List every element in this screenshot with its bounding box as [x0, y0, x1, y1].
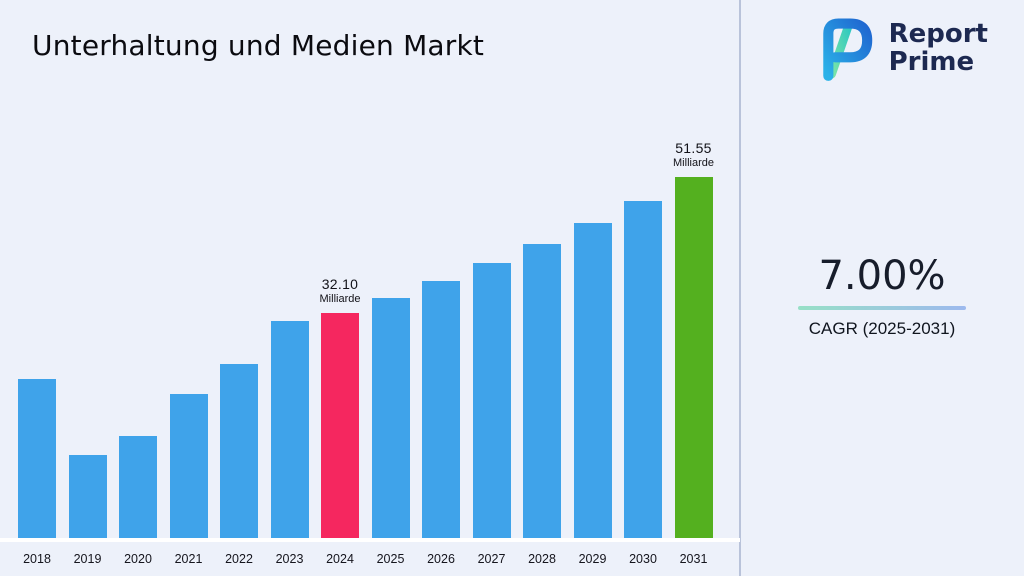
- annotation-unit-2024: Milliarde: [319, 293, 361, 305]
- x-axis-label-2020: 2020: [124, 552, 152, 566]
- x-axis-label-2029: 2029: [578, 552, 607, 566]
- x-axis-label-2021: 2021: [174, 552, 203, 566]
- bar-column-2024: 32.10 Milliarde: [320, 276, 360, 538]
- cagr-value: 7.00%: [818, 253, 946, 299]
- bar-2024: [321, 313, 359, 538]
- bar-column-2022: [220, 364, 258, 538]
- bar-column-2031: 51.55 Milliarde: [673, 140, 714, 538]
- brand-name-line1: Report: [888, 18, 988, 49]
- cagr-panel: 7.00% CAGR (2025-2031): [750, 253, 1014, 339]
- bar-2029: [573, 223, 612, 538]
- brand-wordmark: Report Prime: [889, 20, 988, 76]
- x-axis-label-2024: 2024: [326, 552, 354, 566]
- bar-column-2025: [371, 298, 410, 538]
- chart-baseline: [0, 538, 740, 542]
- bar-annotation-2024: 32.10 Milliarde: [320, 276, 361, 305]
- x-axis-labels: 2018 2019 2020 2021 2022 2023 2024 2025 2026 2027…: [18, 552, 713, 566]
- bar-2028: [523, 244, 561, 538]
- bar-2030: [624, 201, 662, 538]
- chart-bars: 32.10 Milliarde 51.55 Milliarde: [18, 140, 714, 538]
- bar-2025: [371, 298, 410, 538]
- bar-column-2018: [18, 379, 56, 538]
- bar-2020: [119, 436, 157, 538]
- report-prime-logo-icon: [822, 18, 872, 81]
- bar-2026: [422, 281, 460, 538]
- bar-column-2029: [573, 223, 612, 538]
- x-axis-label-2027: 2027: [477, 552, 506, 566]
- annotation-value-2031: 51.55: [675, 140, 712, 156]
- bar-column-2020: [119, 436, 157, 538]
- bar-annotation-2031: 51.55 Milliarde: [673, 140, 714, 169]
- cagr-label: CAGR (2025-2031): [808, 319, 956, 338]
- bar-2018: [18, 379, 56, 538]
- page-title: Unterhaltung und Medien Markt: [32, 28, 485, 62]
- bar-2031: [674, 177, 713, 538]
- bar-column-2026: [422, 281, 460, 538]
- bar-column-2023: [270, 321, 309, 538]
- bar-column-2019: [68, 455, 107, 538]
- x-axis-label-2030: 2030: [629, 552, 657, 566]
- cagr-underline: [798, 306, 966, 310]
- x-axis-label-2022: 2022: [225, 552, 253, 566]
- brand-name-line2: Prime: [888, 47, 975, 77]
- bar-column-2030: [624, 201, 662, 538]
- x-axis-label-2023: 2023: [275, 552, 304, 566]
- brand-logo: Report Prime: [803, 10, 988, 86]
- vertical-divider: [739, 0, 741, 576]
- x-axis-label-2028: 2028: [528, 552, 556, 566]
- bar-chart: 32.10 Milliarde 51.55 Milliarde 2018 2019 202…: [0, 140, 740, 566]
- x-axis-label-2026: 2026: [427, 552, 455, 566]
- annotation-unit-2031: Milliarde: [673, 157, 714, 169]
- bar-2027: [472, 263, 511, 538]
- bar-2022: [220, 364, 258, 538]
- x-axis-label-2018: 2018: [23, 552, 51, 566]
- bar-column-2021: [169, 394, 208, 538]
- x-axis-label-2019: 2019: [73, 552, 102, 566]
- x-axis-label-2031: 2031: [679, 552, 708, 566]
- bar-column-2028: [523, 244, 561, 538]
- bar-2019: [68, 455, 107, 538]
- annotation-value-2024: 32.10: [321, 276, 359, 292]
- bar-column-2027: [472, 263, 511, 538]
- bar-2023: [270, 321, 309, 538]
- bar-2021: [169, 394, 208, 538]
- x-axis-label-2025: 2025: [376, 552, 405, 566]
